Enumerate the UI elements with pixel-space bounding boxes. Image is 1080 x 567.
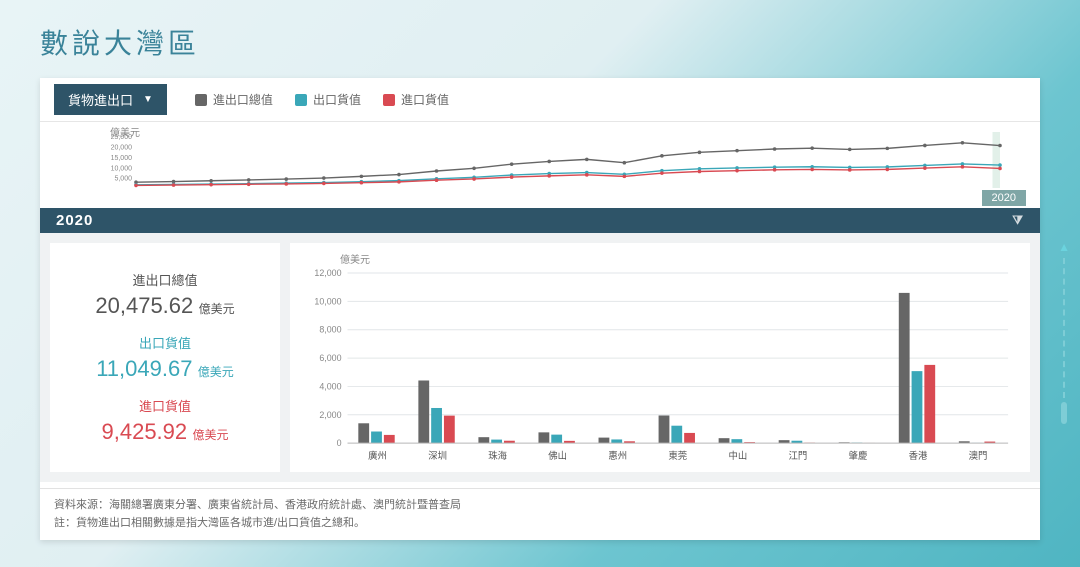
svg-text:10,000: 10,000 xyxy=(314,296,341,306)
legend-swatch xyxy=(383,94,395,106)
overview-chart: 億美元 5,00010,00015,00020,00025,000 2020 xyxy=(40,122,1040,208)
svg-text:10,000: 10,000 xyxy=(111,165,133,172)
legend-item[interactable]: 進出口總值 xyxy=(195,91,273,108)
stats-panel: 進出口總值 20,475.62 億美元出口貨值 11,049.67 億美元進口貨… xyxy=(50,243,280,472)
svg-text:東莞: 東莞 xyxy=(668,450,687,461)
legend-label: 進出口總值 xyxy=(213,91,273,108)
metric-dropdown[interactable]: 貨物進出口 ▼ xyxy=(54,84,167,115)
body: 進出口總值 20,475.62 億美元出口貨值 11,049.67 億美元進口貨… xyxy=(40,233,1040,482)
svg-text:深圳: 深圳 xyxy=(428,450,447,461)
svg-text:廣州: 廣州 xyxy=(368,450,387,461)
stat-block: 進出口總值 20,475.62 億美元 xyxy=(95,270,234,319)
footer: 資料來源：海關總署廣東分署、廣東省統計局、香港政府統計處、澳門統計暨普查局 註：… xyxy=(40,488,1040,540)
svg-text:2,000: 2,000 xyxy=(319,410,341,420)
page-title: 數說大灣區 xyxy=(40,22,1040,62)
svg-text:8,000: 8,000 xyxy=(319,325,341,335)
bar-svg[interactable]: 0 2,000 4,000 6,000 8,000 10,000 12,000 廣州 深圳 珠海 佛… xyxy=(304,266,1016,466)
svg-text:4,000: 4,000 xyxy=(319,381,341,391)
svg-text:佛山: 佛山 xyxy=(548,450,567,461)
stat-label: 進出口總值 xyxy=(95,270,234,289)
legend-item[interactable]: 進口貨值 xyxy=(383,91,449,108)
legend-item[interactable]: 出口貨值 xyxy=(295,91,361,108)
stat-block: 出口貨值 11,049.67 億美元 xyxy=(96,333,234,382)
rail-track xyxy=(1063,258,1065,398)
main-panel: 貨物進出口 ▼ 進出口總值出口貨值進口貨值 億美元 5,00010,00015,… xyxy=(40,78,1040,540)
legend-swatch xyxy=(195,94,207,106)
legend: 進出口總值 出口貨值 進口貨值 xyxy=(195,91,449,108)
rail-knob[interactable] xyxy=(1061,402,1067,424)
filter-icon[interactable]: ⧩ xyxy=(1012,213,1024,228)
svg-text:肇慶: 肇慶 xyxy=(849,450,868,461)
footer-source: 資料來源：海關總署廣東分署、廣東省統計局、香港政府統計處、澳門統計暨普查局 xyxy=(54,497,1026,515)
stat-label: 進口貨值 xyxy=(102,396,229,415)
svg-text:珠海: 珠海 xyxy=(488,450,507,461)
stat-value: 9,425.92 億美元 xyxy=(102,419,229,445)
svg-text:12,000: 12,000 xyxy=(314,268,341,278)
year-stripe: 2020 ⧩ xyxy=(40,208,1040,233)
overview-svg[interactable]: 5,00010,00015,00020,00025,000 xyxy=(100,128,1020,194)
selected-year: 2020 xyxy=(56,212,93,229)
svg-text:0: 0 xyxy=(337,438,342,448)
svg-text:江門: 江門 xyxy=(789,450,808,461)
dropdown-label: 貨物進出口 xyxy=(68,90,133,109)
stat-block: 進口貨值 9,425.92 億美元 xyxy=(102,396,229,445)
svg-text:15,000: 15,000 xyxy=(111,155,133,162)
svg-text:澳門: 澳門 xyxy=(969,450,988,461)
svg-text:中山: 中山 xyxy=(728,450,747,461)
legend-swatch xyxy=(295,94,307,106)
stat-value: 20,475.62 億美元 xyxy=(95,293,234,319)
svg-text:6,000: 6,000 xyxy=(319,353,341,363)
svg-text:5,000: 5,000 xyxy=(114,176,132,183)
stat-value: 11,049.67 億美元 xyxy=(96,356,234,382)
chevron-down-icon: ▼ xyxy=(143,94,153,105)
stat-unit: 億美元 xyxy=(194,365,233,379)
topbar: 貨物進出口 ▼ 進出口總值 出口貨值 進口貨值 xyxy=(40,78,1040,122)
bar-chart-panel: 億美元 0 2,000 4,000 6,000 8,000 10,000 12,000 廣州 深… xyxy=(290,243,1030,472)
scroll-rail[interactable]: ▲ xyxy=(1058,240,1070,424)
arrow-up-icon[interactable]: ▲ xyxy=(1058,240,1070,254)
stat-unit: 億美元 xyxy=(195,302,234,316)
bar-unit: 億美元 xyxy=(340,251,1016,266)
stat-unit: 億美元 xyxy=(189,428,228,442)
legend-label: 進口貨值 xyxy=(401,91,449,108)
svg-text:20,000: 20,000 xyxy=(111,145,133,152)
year-marker[interactable]: 2020 xyxy=(982,190,1026,206)
footer-note: 註：貨物進出口相關數據是指大灣區各城市進/出口貨值之總和。 xyxy=(54,515,1026,533)
svg-text:惠州: 惠州 xyxy=(608,450,627,461)
svg-text:香港: 香港 xyxy=(909,450,928,461)
stat-label: 出口貨值 xyxy=(96,333,234,352)
overview-unit: 億美元 xyxy=(110,124,140,139)
legend-label: 出口貨值 xyxy=(313,91,361,108)
